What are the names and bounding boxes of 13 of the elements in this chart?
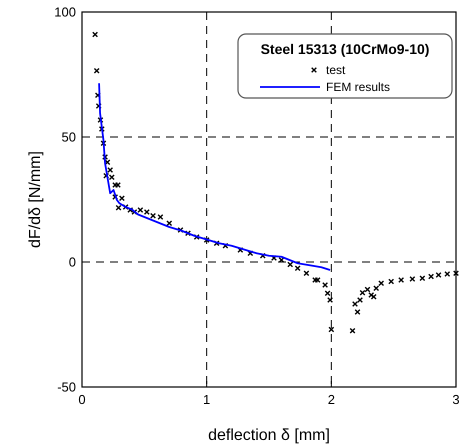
legend-title: Steel 15313 (10CrMo9-10) <box>260 41 430 57</box>
x-tick-label: 2 <box>328 392 335 407</box>
x-axis-title: deflection δ [mm] <box>208 427 330 444</box>
x-tick-label: 1 <box>203 392 210 407</box>
y-tick-label: 100 <box>54 4 76 20</box>
legend-label: FEM results <box>326 80 390 94</box>
y-tick-label: -50 <box>57 380 76 394</box>
legend-label: test <box>326 63 346 77</box>
x-tick-label: 0 <box>78 392 86 407</box>
y-tick-label: 0 <box>68 254 76 270</box>
x-tick-label: 3 <box>452 392 459 407</box>
y-tick-label: 50 <box>62 130 76 144</box>
y-axis-title: dF/dδ [N/mm] <box>27 151 44 248</box>
